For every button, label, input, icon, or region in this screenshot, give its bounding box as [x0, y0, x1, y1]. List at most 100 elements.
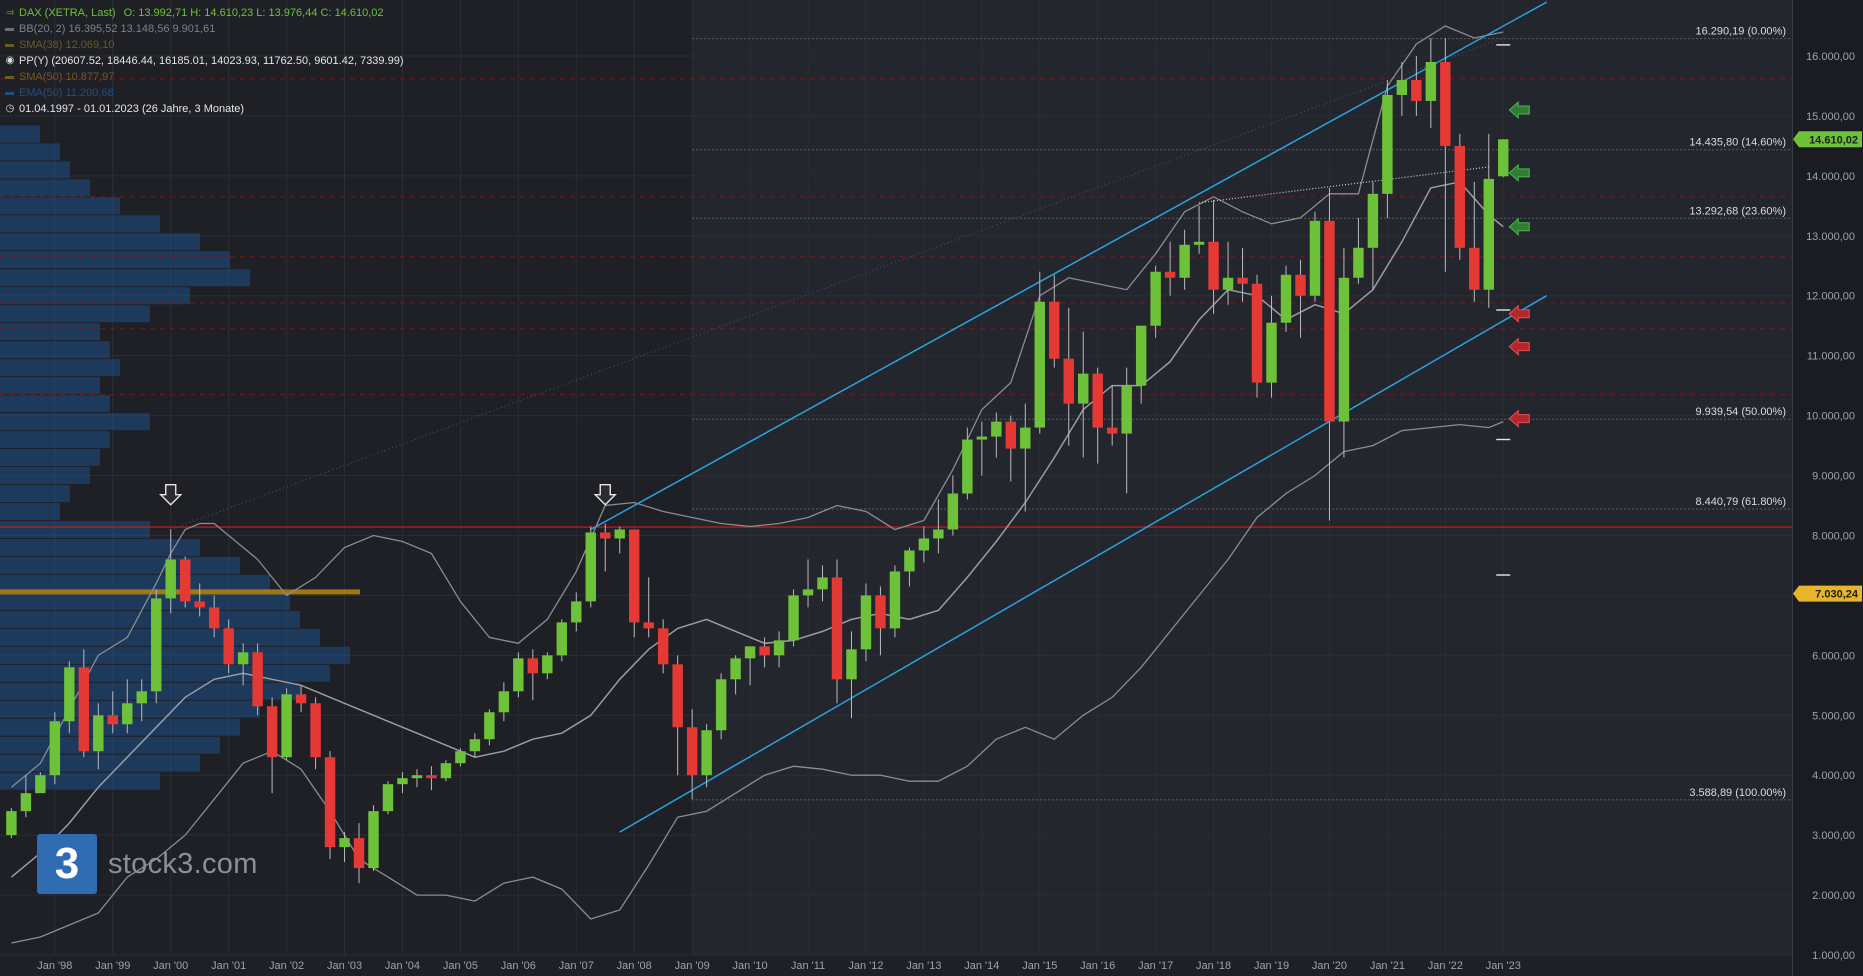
- candle-up: [484, 712, 495, 740]
- volume-profile-bar: [0, 556, 240, 574]
- candle-up: [542, 655, 553, 674]
- candle-up: [817, 577, 828, 590]
- time-tick-label: Jan '22: [1428, 960, 1463, 972]
- candle-down: [1208, 241, 1219, 290]
- stock3-logo[interactable]: 3 stock3.com: [37, 834, 258, 894]
- volume-profile-bar: [0, 179, 90, 197]
- volume-profile-bar: [0, 754, 200, 772]
- chart-icon: ⫤: [6, 7, 14, 18]
- candle-up: [715, 679, 727, 731]
- volume-profile-bar: [0, 610, 300, 628]
- candle-up: [411, 775, 423, 779]
- price-tick-label: 13.000,00: [1806, 231, 1855, 243]
- legend-pp[interactable]: ◉ PP(Y) (20607.52, 18446.44, 16185.01, 1…: [5, 53, 404, 69]
- volume-profile-bar: [0, 269, 250, 287]
- price-tick-label: 3.000,00: [1812, 830, 1855, 842]
- candle-up: [918, 538, 930, 551]
- candle-up: [976, 436, 988, 440]
- target-icon: ◉: [5, 55, 15, 66]
- volume-profile-bar: [0, 125, 40, 143]
- fib-label: 9.939,54 (50.00%): [1695, 406, 1786, 418]
- candle-down: [657, 628, 669, 665]
- legend-ema50[interactable]: EMA(50) 11.200,68: [5, 85, 404, 101]
- legend-instrument[interactable]: ⫤ DAX (XETRA, Last) O: 13.992,71 H: 14.6…: [5, 5, 404, 21]
- price-tick-label: 1.000,00: [1812, 950, 1855, 962]
- candle-up: [498, 691, 510, 713]
- sell-arrow-icon: [1508, 304, 1530, 323]
- price-tick-label: 11.000,00: [1807, 351, 1855, 363]
- price-tick-label: 15.000,00: [1806, 111, 1855, 123]
- fib-label: 3.588,89 (100.00%): [1689, 787, 1786, 799]
- candle-up: [1425, 61, 1437, 101]
- fib-label: 13.292,68 (23.60%): [1689, 205, 1786, 217]
- volume-profile-bar: [0, 323, 100, 341]
- volume-profile-bar: [0, 197, 120, 215]
- last-price-label: 14.610,02: [1809, 134, 1858, 146]
- support-price-label: 7.030,24: [1815, 589, 1859, 601]
- legend-range[interactable]: ◷ 01.04.1997 - 01.01.2023 (26 Jahre, 3 M…: [5, 101, 404, 117]
- last-price-label-bg: [1793, 131, 1862, 148]
- legend-instrument-name: DAX (XETRA, Last): [19, 7, 116, 19]
- candle-down: [1295, 274, 1306, 296]
- candle-up: [1020, 427, 1031, 449]
- price-tick-label: 2.000,00: [1812, 890, 1855, 902]
- time-tick-label: Jan '19: [1254, 960, 1289, 972]
- time-tick-label: Jan '00: [153, 960, 188, 972]
- candle-up: [440, 763, 452, 779]
- candle-down: [426, 775, 437, 779]
- candle-up: [1150, 271, 1161, 326]
- candle-down: [1164, 271, 1176, 278]
- candle-up: [947, 493, 959, 530]
- candle-up: [773, 640, 785, 656]
- volume-profile-bar: [0, 520, 150, 538]
- down-arrow-icon: [593, 484, 617, 506]
- indicator-legend: ⫤ DAX (XETRA, Last) O: 13.992,71 H: 14.6…: [5, 5, 404, 117]
- volume-profile-bar: [0, 413, 150, 431]
- fib-zone-background: [692, 0, 1792, 955]
- volume-profile-bar: [0, 251, 230, 269]
- volume-profile-bar: [0, 305, 150, 323]
- legend-sma50[interactable]: SMA(50) 10.877,97: [5, 69, 404, 85]
- candle-up: [368, 811, 379, 869]
- candle-up: [904, 550, 915, 572]
- candle-up: [1179, 244, 1190, 278]
- volume-profile-bar: [0, 143, 60, 161]
- candle-up: [571, 601, 582, 623]
- fib-label: 14.435,80 (14.60%): [1689, 137, 1786, 149]
- sell-arrow-icon: [1508, 409, 1530, 428]
- time-tick-label: Jan '13: [906, 960, 941, 972]
- volume-profile-bar: [0, 449, 100, 467]
- time-axis: Jan '98 Jan '99 Jan '00 Jan '01 Jan '02 Jan '…: [37, 960, 1521, 972]
- legend-bb[interactable]: BB(20, 2) 16.395,52 13.148,56 9.901,61: [5, 21, 404, 37]
- bb-swatch: [5, 27, 14, 31]
- price-tick-label: 10.000,00: [1806, 411, 1855, 423]
- candle-down: [1237, 277, 1248, 284]
- time-tick-label: Jan '99: [95, 960, 130, 972]
- candles: [6, 38, 1509, 884]
- candle-down: [252, 652, 263, 707]
- candle-up: [281, 694, 292, 758]
- candle-down: [1469, 247, 1480, 290]
- volume-profile-bar: [0, 538, 200, 556]
- candle-up: [165, 559, 176, 599]
- price-axis: 1.000,00 2.000,00 3.000,00 4.000,00 5.000,00…: [1793, 51, 1862, 962]
- legend-sma50-text: SMA(50) 10.877,97: [19, 71, 115, 83]
- candle-up: [20, 793, 32, 812]
- channel-lower: [619, 295, 1548, 833]
- candle-up: [802, 589, 814, 596]
- volume-profile-bar: [0, 341, 110, 359]
- volume-profile-bar: [0, 646, 350, 664]
- candle-up: [556, 622, 568, 656]
- candle-down: [1454, 145, 1466, 248]
- candle-down: [1063, 358, 1074, 404]
- time-tick-label: Jan '02: [269, 960, 304, 972]
- time-tick-label: Jan '16: [1080, 960, 1115, 972]
- bb-upper: [10, 25, 1504, 788]
- legend-sma38[interactable]: SMA(38) 12.069,10: [5, 37, 404, 53]
- candle-up: [49, 721, 61, 776]
- candle-down: [107, 715, 118, 725]
- time-tick-label: Jan '20: [1312, 960, 1347, 972]
- candle-up: [339, 838, 350, 848]
